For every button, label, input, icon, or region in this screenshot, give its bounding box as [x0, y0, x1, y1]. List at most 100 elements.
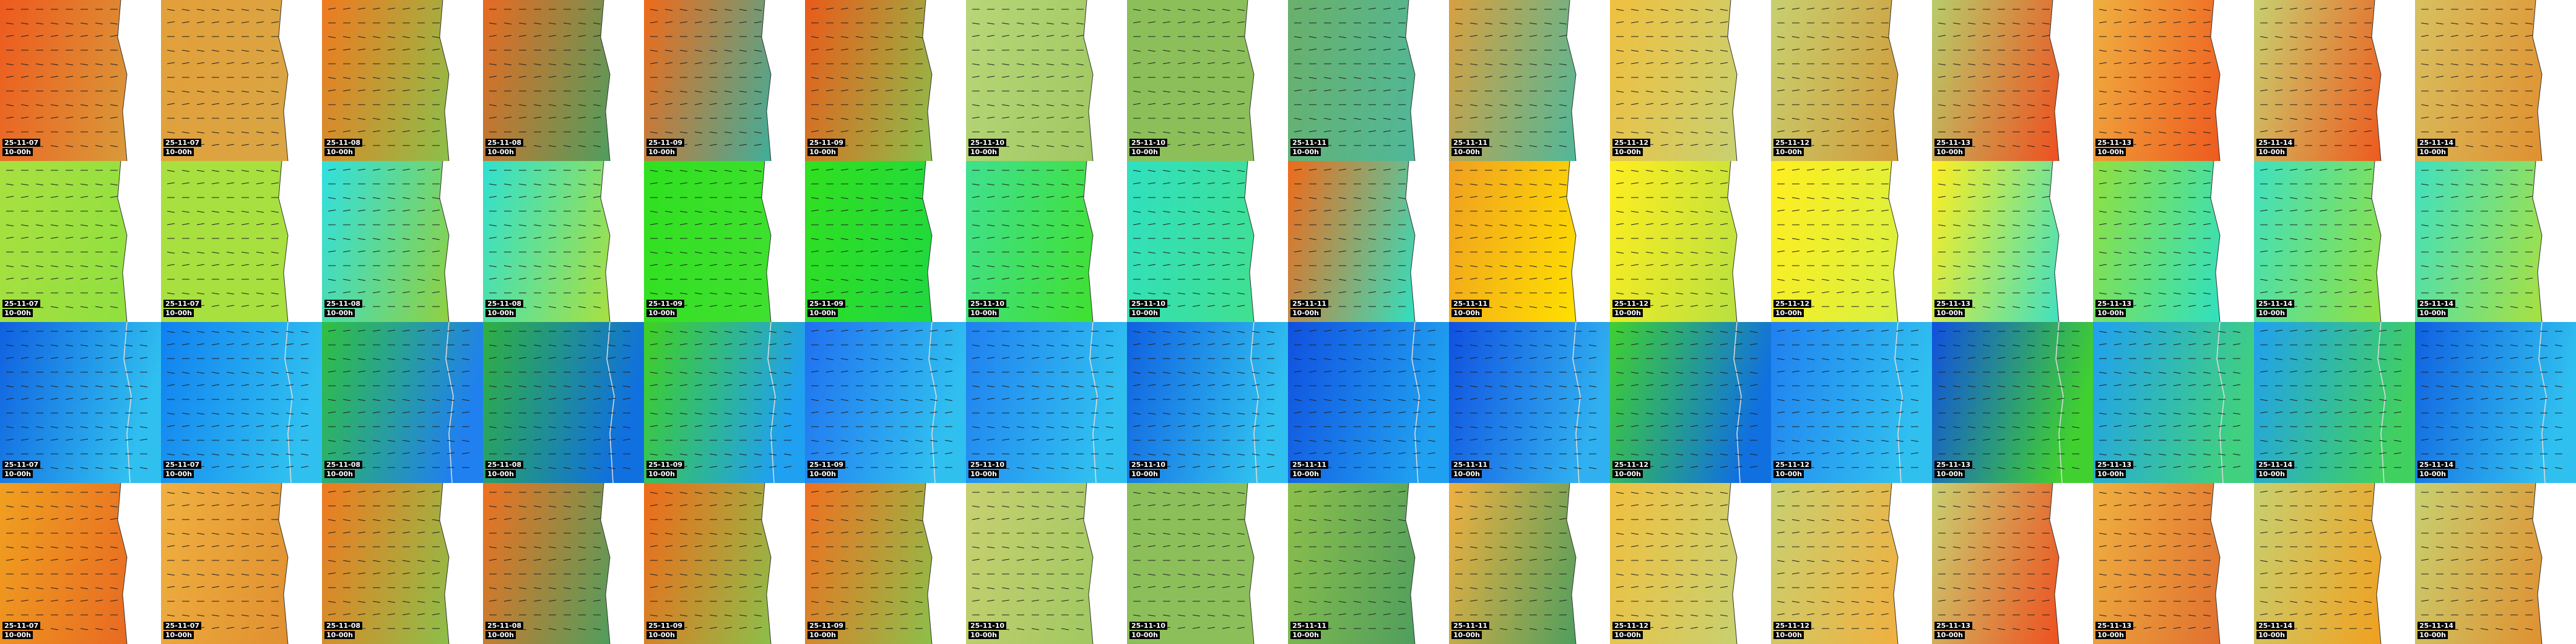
wind-map	[322, 0, 483, 162]
wind-map	[0, 321, 161, 484]
date-label: 25-11-13	[1934, 300, 1973, 308]
date-label: 25-11-07	[2, 300, 41, 308]
map-tile: 25-11-10 10-00h	[1127, 321, 1288, 484]
time-label: 10-00h	[1451, 470, 1482, 478]
time-label: 10-00h	[1129, 470, 1160, 478]
time-label: 10-00h	[807, 148, 838, 156]
map-tile: 25-11-12 10-00h	[1771, 482, 1932, 644]
wind-map	[966, 0, 1127, 162]
map-tile: 25-11-08 10-00h	[322, 160, 483, 323]
map-tile: 25-11-07 10-00h	[161, 482, 322, 644]
wind-map	[1610, 0, 1771, 162]
date-label: 25-11-14	[2417, 461, 2456, 469]
map-tile: 25-11-11 10-00h	[1288, 321, 1449, 484]
map-tile: 25-11-10 10-00h	[966, 482, 1127, 644]
wind-map	[1127, 160, 1288, 323]
date-label: 25-11-12	[1612, 622, 1651, 630]
map-tile: 25-11-09 10-00h	[805, 321, 966, 484]
time-label: 10-00h	[1290, 631, 1321, 639]
wind-map	[805, 160, 966, 323]
map-tile: 25-11-14 10-00h	[2415, 482, 2576, 644]
wind-map	[805, 0, 966, 162]
date-label: 25-11-09	[807, 461, 846, 469]
map-tile: 25-11-07 10-00h	[0, 321, 161, 484]
map-tile: 25-11-10 10-00h	[1127, 160, 1288, 323]
wind-map	[644, 321, 805, 484]
date-label: 25-11-09	[807, 139, 846, 147]
date-label: 25-11-12	[1773, 300, 1812, 308]
date-label: 25-11-11	[1290, 139, 1329, 147]
wind-map	[2254, 482, 2415, 644]
wind-map	[2415, 482, 2576, 644]
map-tile: 25-11-12 10-00h	[1771, 0, 1932, 162]
time-label: 10-00h	[1129, 148, 1160, 156]
time-label: 10-00h	[2095, 631, 2126, 639]
time-label: 10-00h	[1934, 470, 1965, 478]
date-label: 25-11-13	[2095, 300, 2134, 308]
map-tile: 25-11-10 10-00h	[966, 0, 1127, 162]
time-label: 10-00h	[646, 631, 677, 639]
wind-map	[1771, 0, 1932, 162]
map-tile: 25-11-13 10-00h	[2093, 321, 2254, 484]
date-label: 25-11-08	[485, 461, 524, 469]
date-label: 25-11-12	[1773, 139, 1812, 147]
wind-map	[966, 160, 1127, 323]
wind-map	[1610, 482, 1771, 644]
date-label: 25-11-11	[1290, 461, 1329, 469]
wind-map	[1771, 321, 1932, 484]
wind-map	[161, 482, 322, 644]
wind-map	[1288, 321, 1449, 484]
wind-map	[1449, 160, 1610, 323]
wind-map	[1449, 0, 1610, 162]
wind-map	[0, 482, 161, 644]
date-label: 25-11-14	[2417, 622, 2456, 630]
time-label: 10-00h	[807, 631, 838, 639]
time-label: 10-00h	[2417, 148, 2448, 156]
map-tile: 25-11-13 10-00h	[1932, 0, 2093, 162]
wind-map	[1932, 482, 2093, 644]
time-label: 10-00h	[324, 148, 355, 156]
time-label: 10-00h	[1934, 148, 1965, 156]
date-label: 25-11-12	[1612, 300, 1651, 308]
date-label: 25-11-08	[324, 139, 363, 147]
date-label: 25-11-08	[324, 300, 363, 308]
map-tile: 25-11-11 10-00h	[1288, 0, 1449, 162]
map-tile: 25-11-08 10-00h	[483, 0, 644, 162]
time-label: 10-00h	[1773, 631, 1804, 639]
time-label: 10-00h	[968, 309, 999, 317]
map-tile: 25-11-09 10-00h	[644, 0, 805, 162]
wind-map	[2415, 0, 2576, 162]
map-tile: 25-11-07 10-00h	[161, 321, 322, 484]
time-label: 10-00h	[324, 631, 355, 639]
map-tile: 25-11-12 10-00h	[1610, 482, 1771, 644]
date-label: 25-11-12	[1612, 139, 1651, 147]
time-label: 10-00h	[807, 470, 838, 478]
wind-map	[1288, 160, 1449, 323]
map-tile: 25-11-08 10-00h	[483, 321, 644, 484]
wind-map	[2093, 160, 2254, 323]
map-tile: 25-11-13 10-00h	[1932, 321, 2093, 484]
wind-map	[161, 321, 322, 484]
time-label: 10-00h	[807, 309, 838, 317]
map-tile: 25-11-08 10-00h	[483, 482, 644, 644]
map-tile: 25-11-14 10-00h	[2415, 160, 2576, 323]
map-tile: 25-11-13 10-00h	[2093, 482, 2254, 644]
map-tile: 25-11-12 10-00h	[1771, 321, 1932, 484]
map-tile: 25-11-13 10-00h	[2093, 0, 2254, 162]
map-tile: 25-11-14 10-00h	[2254, 0, 2415, 162]
time-label: 10-00h	[646, 309, 677, 317]
time-label: 10-00h	[324, 470, 355, 478]
wind-map	[644, 0, 805, 162]
time-label: 10-00h	[1612, 148, 1643, 156]
time-label: 10-00h	[1773, 148, 1804, 156]
map-tile: 25-11-09 10-00h	[805, 0, 966, 162]
date-label: 25-11-09	[646, 139, 685, 147]
wind-map	[644, 482, 805, 644]
time-label: 10-00h	[1934, 309, 1965, 317]
wind-map	[483, 482, 644, 644]
map-tile: 25-11-08 10-00h	[322, 321, 483, 484]
time-label: 10-00h	[2256, 309, 2287, 317]
date-label: 25-11-11	[1290, 300, 1329, 308]
wind-map	[1932, 0, 2093, 162]
wind-map	[2254, 160, 2415, 323]
